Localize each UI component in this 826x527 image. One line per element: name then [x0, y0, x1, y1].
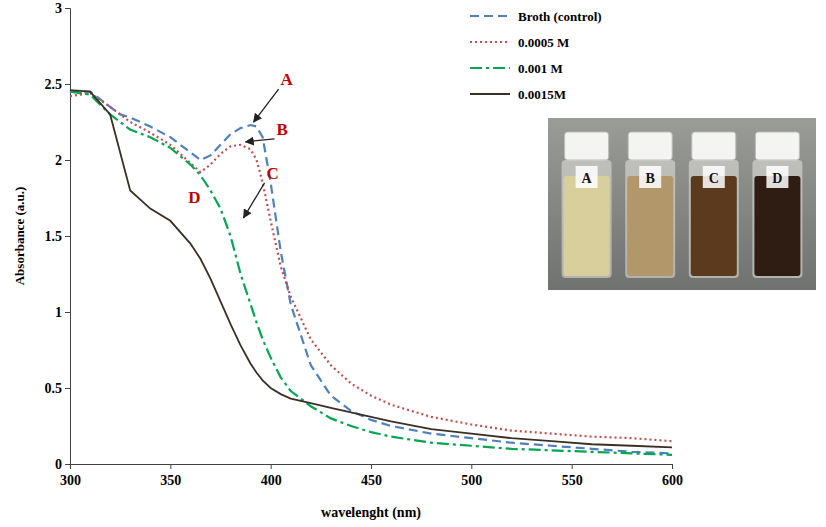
- y-tick-mark: [65, 160, 70, 161]
- y-tick-mark: [65, 236, 70, 237]
- legend-swatch: [470, 41, 510, 43]
- series-line: [70, 93, 672, 441]
- y-tick-label: 2.5: [45, 77, 63, 92]
- vial-label-patch: [639, 166, 661, 188]
- y-tick-mark: [65, 8, 70, 9]
- x-tick-label: 550: [562, 473, 583, 488]
- series-line: [70, 92, 672, 455]
- x-axis-line: [71, 465, 673, 470]
- inset-background: [548, 118, 816, 290]
- y-tick: 2.5: [45, 77, 71, 92]
- legend-swatch: [470, 67, 510, 69]
- vial-label-patch: [576, 166, 598, 188]
- legend-swatch: [470, 15, 510, 17]
- vial-cap: [565, 132, 609, 160]
- x-tick-mark: [471, 464, 472, 469]
- chart: 300 350 400 450 500 550 600 0 0.5 1 1.5 2 2.5 3 wavele…: [0, 0, 826, 527]
- annotation-label: C: [267, 164, 279, 183]
- x-tick-label: 600: [662, 473, 683, 488]
- x-tick-mark: [271, 464, 272, 469]
- legend-label: Broth (control): [518, 9, 602, 24]
- x-tick: 450: [361, 464, 382, 488]
- series-line: [70, 90, 672, 447]
- y-tick-mark: [65, 464, 70, 465]
- vial-label: D: [772, 171, 782, 186]
- y-tick: 0.5: [45, 381, 71, 396]
- y-tick-label: 3: [55, 1, 62, 16]
- x-tick: 350: [160, 464, 181, 488]
- x-axis-title: wavelenght (nm): [321, 505, 421, 521]
- y-tick-label: 0: [55, 457, 62, 472]
- vial-glass: [689, 160, 739, 278]
- legend-entry: 0.001 M: [470, 61, 563, 76]
- y-tick-label: 2: [55, 153, 62, 168]
- annotation-label: A: [281, 70, 294, 89]
- x-tick: 500: [461, 464, 482, 488]
- legend-label: 0.0005 M: [518, 35, 569, 50]
- legend-entry: 0.0015M: [470, 87, 566, 102]
- x-tick-mark: [371, 464, 372, 469]
- vial-liquid: [754, 176, 800, 276]
- x-tick-label: 350: [160, 473, 181, 488]
- vial-label: C: [709, 171, 719, 186]
- vial-glass: [562, 160, 612, 278]
- y-axis-title: Absorbance (a.u.): [12, 187, 27, 286]
- x-tick: 600: [662, 464, 683, 488]
- series-line: [70, 92, 672, 454]
- x-tick: 400: [261, 464, 282, 488]
- annotations: A B C D: [188, 70, 293, 218]
- x-axis: 300 350 400 450 500 550 600: [60, 464, 683, 488]
- y-tick-label: 1.5: [45, 229, 63, 244]
- x-tick-mark: [672, 464, 673, 469]
- annotation-label: B: [277, 120, 288, 139]
- y-tick: 2: [55, 153, 70, 168]
- x-tick-mark: [170, 464, 171, 469]
- x-tick: 550: [562, 464, 583, 488]
- annotation-arrow: [244, 183, 265, 218]
- annotation-label: D: [188, 188, 200, 207]
- vial-liquid: [691, 176, 737, 276]
- y-tick-mark: [65, 388, 70, 389]
- y-tick-label: 1: [55, 305, 62, 320]
- vial-cap: [755, 132, 799, 160]
- legend-entry: 0.0005 M: [470, 35, 569, 50]
- y-tick: 0: [55, 457, 70, 472]
- legend-swatch: [470, 93, 510, 95]
- x-tick: 300: [60, 464, 81, 488]
- vial-liquid: [564, 176, 610, 276]
- y-tick-mark: [65, 84, 70, 85]
- y-axis: 0 0.5 1 1.5 2 2.5 3: [45, 1, 71, 472]
- vial-cap: [628, 132, 672, 160]
- y-tick: 1: [55, 305, 70, 320]
- legend-label: 0.0015M: [518, 87, 566, 102]
- y-axis-line: [65, 9, 71, 465]
- x-tick-label: 400: [261, 473, 282, 488]
- x-tick-label: 500: [461, 473, 482, 488]
- vial-label: B: [646, 171, 655, 186]
- y-tick-label: 0.5: [45, 381, 63, 396]
- plot-area: [70, 90, 672, 455]
- legend-entry: Broth (control): [470, 9, 602, 24]
- x-tick-mark: [572, 464, 573, 469]
- y-tick: 3: [55, 1, 70, 16]
- y-tick-mark: [65, 312, 70, 313]
- vial-label-patch: [703, 166, 725, 188]
- vial-glass: [752, 160, 802, 278]
- annotation-arrow: [254, 89, 279, 122]
- y-tick: 1.5: [45, 229, 71, 244]
- vial-glass: [625, 160, 675, 278]
- legend-label: 0.001 M: [518, 61, 563, 76]
- annotation-arrow: [246, 139, 275, 142]
- vial-label: A: [582, 171, 593, 186]
- vial-cap: [692, 132, 736, 160]
- x-tick-label: 300: [60, 473, 81, 488]
- vial-label-patch: [766, 166, 788, 188]
- x-tick-label: 450: [361, 473, 382, 488]
- vial-liquid: [627, 176, 673, 276]
- legend: Broth (control) 0.0005 M 0.001 M 0.0015M: [470, 9, 602, 102]
- inset-photo: A B C D: [548, 118, 816, 290]
